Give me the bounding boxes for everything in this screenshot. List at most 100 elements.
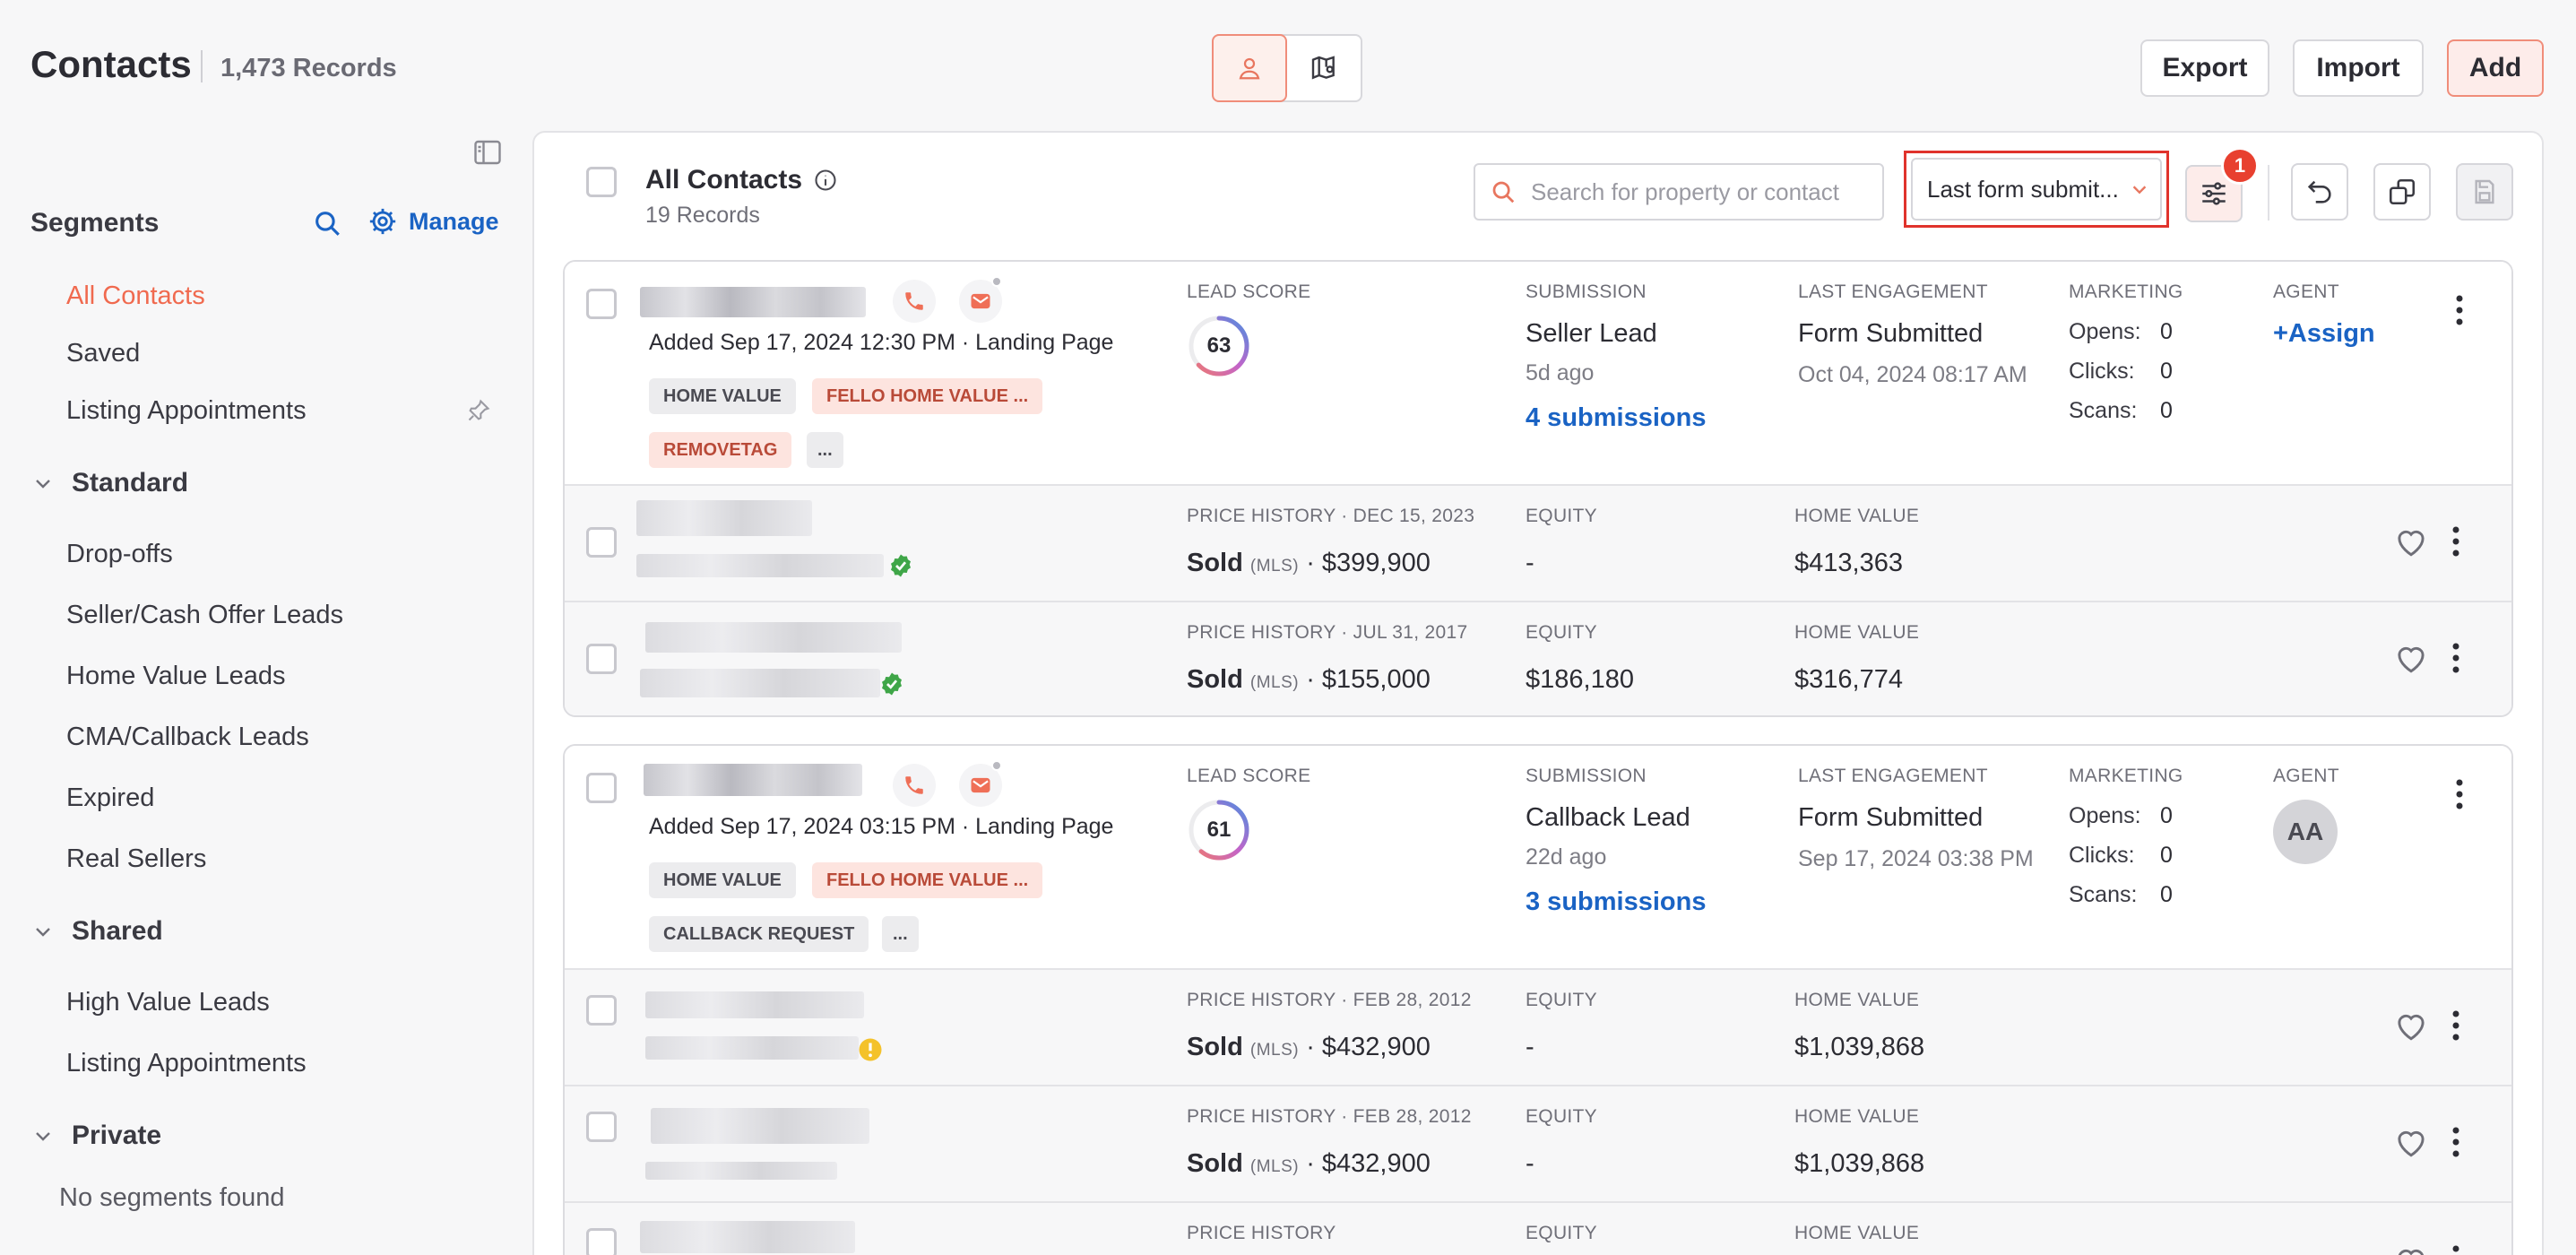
price-history-label: PRICE HISTORY · FEB 28, 2012 <box>1187 1106 1472 1127</box>
contact-row[interactable]: Added Sep 17, 2024 03:15 PM · Landing Pa… <box>565 746 2511 970</box>
export-button[interactable]: Export <box>2140 39 2269 97</box>
duplicate-button[interactable] <box>2373 163 2431 221</box>
submissions-link[interactable]: 4 submissions <box>1526 403 1707 432</box>
price-history-label: PRICE HISTORY · FEB 28, 2012 <box>1187 990 1472 1010</box>
property-row[interactable]: PRICE HISTORY · FEB 28, 2012 Sold (MLS) … <box>565 1086 2511 1203</box>
email-button[interactable] <box>959 280 1002 323</box>
group-standard[interactable]: Standard <box>32 468 188 498</box>
sidebar-item-drop-offs[interactable]: Drop-offs <box>66 540 173 568</box>
more-vertical-icon[interactable] <box>2451 1126 2461 1158</box>
row-checkbox[interactable] <box>586 289 617 319</box>
manage-button[interactable]: Manage <box>367 206 499 237</box>
import-button[interactable]: Import <box>2293 39 2424 97</box>
email-button[interactable] <box>959 764 1002 807</box>
reset-button[interactable] <box>2291 163 2348 221</box>
assign-agent-link[interactable]: +Assign <box>2273 319 2375 348</box>
chevron-down-icon <box>36 928 50 937</box>
top-bar: Contacts 1,473 Records Export Import Add <box>0 0 2576 131</box>
more-vertical-icon[interactable] <box>2451 1009 2461 1042</box>
pin-icon[interactable] <box>466 398 491 428</box>
heart-icon[interactable] <box>2393 1244 2429 1255</box>
contact-row[interactable]: Added Sep 17, 2024 12:30 PM · Landing Pa… <box>565 262 2511 486</box>
property-row[interactable]: PRICE HISTORY · DEC 15, 2023 Sold (MLS) … <box>565 486 2511 602</box>
panel-title: All Contacts <box>645 165 838 195</box>
more-vertical-icon[interactable] <box>2451 1244 2461 1255</box>
tag-badge[interactable]: FELLO HOME VALUE ... <box>812 862 1043 898</box>
heart-icon[interactable] <box>2393 642 2429 674</box>
property-row[interactable]: PRICE HISTORY EQUITY HOME VALUE <box>565 1203 2511 1255</box>
row-checkbox[interactable] <box>586 1112 617 1142</box>
heart-icon[interactable] <box>2393 525 2429 558</box>
phone-button[interactable] <box>893 280 936 323</box>
sidebar-item-all-contacts[interactable]: All Contacts <box>66 281 205 310</box>
tag-badge[interactable]: HOME VALUE <box>649 378 796 414</box>
heart-icon[interactable] <box>2393 1009 2429 1042</box>
sidebar-item-listing-appointments[interactable]: Listing Appointments <box>66 396 307 425</box>
list-view-button[interactable] <box>1212 34 1288 102</box>
search-icon <box>1492 181 1515 203</box>
sidebar: Segments Manage All Contacts Saved Listi… <box>0 131 520 1255</box>
tag-badge[interactable]: REMOVETAG <box>649 432 792 468</box>
engagement-date: Sep 17, 2024 03:38 PM <box>1798 846 2034 871</box>
group-private[interactable]: Private <box>32 1121 161 1151</box>
verified-icon <box>882 672 902 696</box>
panel-title-text: All Contacts <box>645 165 803 195</box>
segments-search-icon[interactable] <box>312 208 342 243</box>
property-row[interactable]: PRICE HISTORY · FEB 28, 2012 Sold (MLS) … <box>565 970 2511 1086</box>
sort-dropdown[interactable]: Last form submit... <box>1911 158 2162 221</box>
tag-badge[interactable]: FELLO HOME VALUE ... <box>812 378 1043 414</box>
add-button[interactable]: Add <box>2447 39 2544 97</box>
sidebar-item-cma-callback-leads[interactable]: CMA/Callback Leads <box>66 723 309 751</box>
toolbar-divider <box>2268 165 2269 221</box>
sidebar-item-real-sellers[interactable]: Real Sellers <box>66 844 207 873</box>
sidebar-item-saved[interactable]: Saved <box>66 339 141 368</box>
submissions-link[interactable]: 3 submissions <box>1526 887 1707 916</box>
address-line2-redacted <box>636 554 884 577</box>
select-all-checkbox[interactable] <box>586 167 617 197</box>
phone-button[interactable] <box>893 764 936 807</box>
sidebar-collapse-icon[interactable] <box>471 136 504 173</box>
contact-name-redacted <box>640 287 866 317</box>
row-checkbox[interactable] <box>586 644 617 674</box>
map-icon <box>1311 56 1335 80</box>
more-vertical-icon[interactable] <box>2454 294 2465 326</box>
home-value: $316,774 <box>1794 665 1903 694</box>
group-shared[interactable]: Shared <box>32 916 163 947</box>
more-vertical-icon[interactable] <box>2451 525 2461 558</box>
search-input[interactable]: Search for property or contact <box>1474 163 1884 221</box>
filter-button[interactable] <box>2185 165 2243 222</box>
row-checkbox[interactable] <box>586 1228 617 1255</box>
heart-icon[interactable] <box>2393 1126 2429 1158</box>
row-checkbox[interactable] <box>586 527 617 558</box>
sold-price: Sold (MLS) · $155,000 <box>1187 665 1431 694</box>
sold-price: Sold (MLS) · $432,900 <box>1187 1033 1431 1061</box>
submission-type: Seller Lead <box>1526 319 1657 348</box>
tag-badge[interactable]: HOME VALUE <box>649 862 796 898</box>
sidebar-item-home-value-leads[interactable]: Home Value Leads <box>66 662 286 690</box>
manage-label: Manage <box>409 207 499 235</box>
property-row[interactable]: PRICE HISTORY · JUL 31, 2017 Sold (MLS) … <box>565 602 2511 715</box>
agent-avatar[interactable]: AA <box>2273 800 2338 864</box>
more-tags-badge[interactable]: ... <box>807 432 843 468</box>
opens-value: 0 <box>2160 319 2173 344</box>
info-icon[interactable] <box>813 168 838 193</box>
map-view-button[interactable] <box>1287 36 1361 100</box>
submission-type: Callback Lead <box>1526 803 1690 832</box>
tag-badge[interactable]: CALLBACK REQUEST <box>649 916 869 952</box>
row-checkbox[interactable] <box>586 773 617 803</box>
home-value-label: HOME VALUE <box>1794 1106 1920 1127</box>
more-vertical-icon[interactable] <box>2451 642 2461 674</box>
sidebar-item-high-value-leads[interactable]: High Value Leads <box>66 988 270 1017</box>
row-checkbox[interactable] <box>586 995 617 1026</box>
more-vertical-icon[interactable] <box>2454 778 2465 810</box>
address-line2-redacted <box>645 1036 859 1060</box>
more-tags-badge[interactable]: ... <box>882 916 919 952</box>
lead-score-value: 61 <box>1206 818 1232 842</box>
sidebar-item-shared-listing-appointments[interactable]: Listing Appointments <box>66 1049 307 1078</box>
sidebar-item-seller-cash-offer-leads[interactable]: Seller/Cash Offer Leads <box>66 601 343 629</box>
home-value: $1,039,868 <box>1794 1033 1925 1061</box>
view-toggle <box>1212 34 1362 102</box>
sidebar-item-expired[interactable]: Expired <box>66 783 155 812</box>
group-shared-label: Shared <box>72 916 163 946</box>
save-button[interactable] <box>2456 163 2513 221</box>
